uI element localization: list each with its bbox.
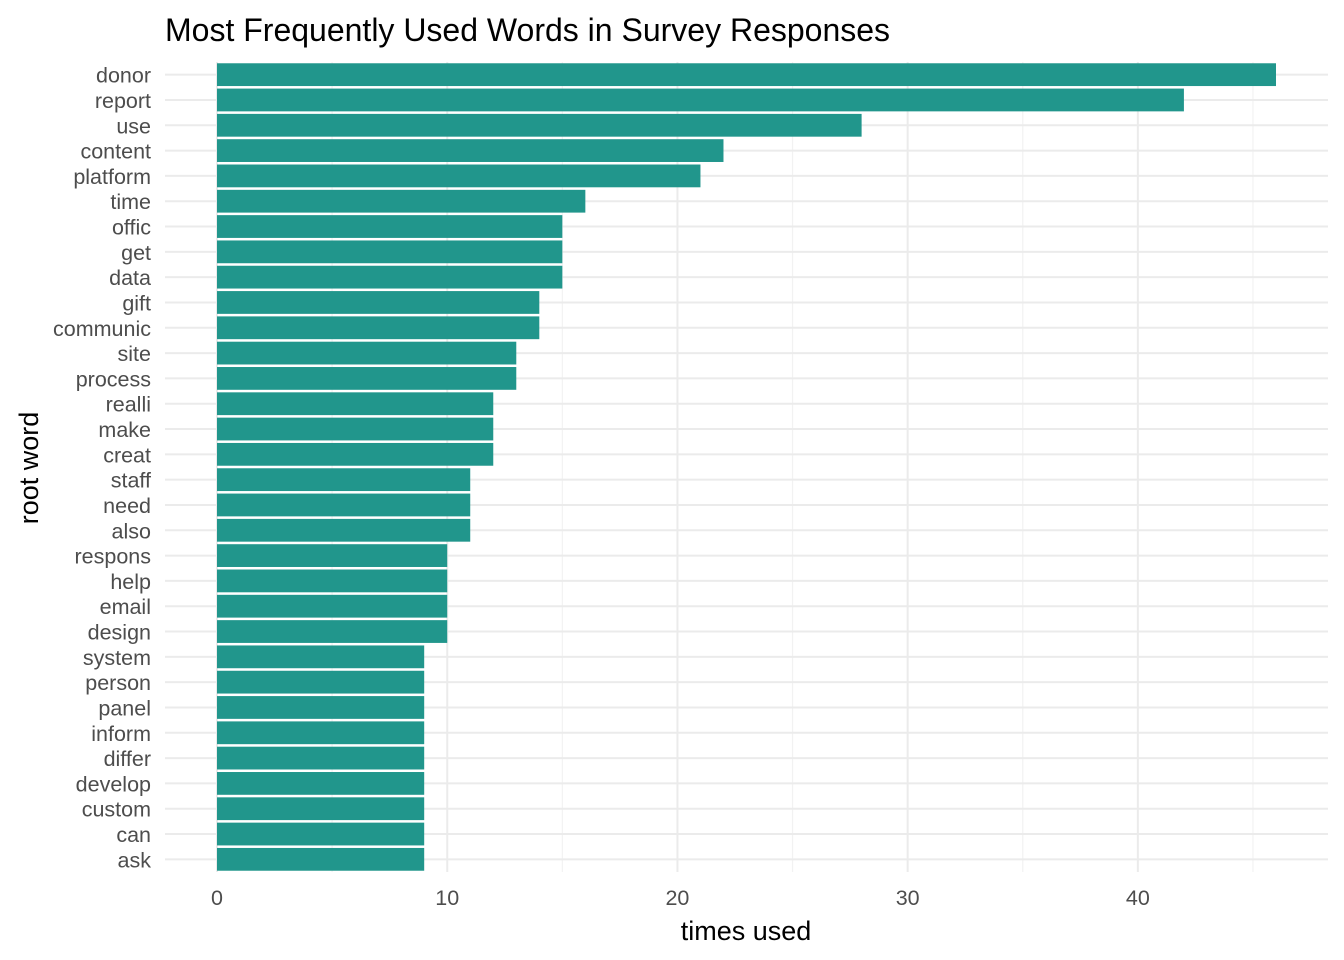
bar-communic — [217, 316, 540, 340]
bar-respons — [217, 544, 448, 567]
bar-can — [217, 822, 425, 846]
bar-also — [217, 518, 471, 542]
bar-offic — [217, 215, 563, 238]
bar-develop — [217, 772, 425, 795]
y-tick-label: get — [121, 241, 151, 265]
y-tick-label: realli — [106, 393, 151, 417]
bar-platform — [217, 164, 701, 188]
bar-staff — [217, 468, 471, 492]
bar-help — [217, 569, 448, 593]
bar-content — [217, 139, 724, 162]
bar-email — [217, 594, 448, 618]
y-tick-label: need — [103, 494, 151, 518]
y-tick-label: report — [95, 89, 151, 113]
bar-get — [217, 240, 563, 264]
bar-panel — [217, 696, 425, 719]
bar-custom — [217, 797, 425, 821]
y-tick-label: person — [85, 671, 151, 695]
y-tick-label: creat — [103, 443, 151, 467]
y-tick-label: offic — [112, 216, 151, 240]
x-axis-title: times used — [681, 916, 812, 946]
y-tick-label: communic — [53, 317, 151, 341]
y-tick-label: also — [112, 519, 151, 543]
y-tick-label: make — [98, 418, 151, 442]
bar-creat — [217, 442, 494, 466]
bar-system — [217, 645, 425, 669]
bar-design — [217, 620, 448, 643]
y-tick-label: time — [110, 190, 151, 214]
bar-process — [217, 367, 517, 390]
x-tick-label: 30 — [896, 886, 920, 910]
bar-make — [217, 417, 494, 441]
chart-title: Most Frequently Used Words in Survey Res… — [165, 12, 890, 48]
y-tick-label: email — [100, 595, 151, 619]
bar-donor — [217, 63, 1276, 87]
y-tick-label: donor — [96, 64, 151, 88]
bar-person — [217, 670, 425, 694]
y-tick-label: content — [80, 140, 151, 164]
bar-ask — [217, 847, 425, 871]
y-tick-label: custom — [82, 798, 151, 822]
x-tick-label: 40 — [1126, 886, 1150, 910]
bar-realli — [217, 392, 494, 416]
y-tick-label: system — [83, 646, 151, 670]
y-tick-label: differ — [104, 747, 151, 771]
bar-data — [217, 265, 563, 289]
y-tick-label: gift — [122, 291, 151, 315]
y-tick-label: data — [109, 266, 151, 290]
y-tick-label: process — [76, 367, 151, 391]
y-tick-label: inform — [91, 722, 151, 746]
x-tick-label: 20 — [665, 886, 689, 910]
y-axis-title: root word — [14, 412, 44, 525]
bar-time — [217, 189, 586, 213]
y-tick-label: site — [118, 342, 151, 366]
x-tick-label: 0 — [211, 886, 223, 910]
y-tick-label: panel — [98, 696, 151, 720]
bar-report — [217, 88, 1184, 112]
bar-inform — [217, 721, 425, 745]
y-tick-label: develop — [76, 772, 151, 796]
y-tick-label: use — [116, 114, 151, 138]
bar-differ — [217, 746, 425, 770]
bar-use — [217, 113, 862, 137]
y-tick-label: help — [110, 570, 151, 594]
y-tick-label: can — [116, 823, 151, 847]
bar-site — [217, 341, 517, 365]
y-tick-label: design — [88, 621, 151, 645]
y-tick-label: platform — [73, 165, 151, 189]
x-tick-labels: 0 10 20 30 40 — [211, 886, 1150, 910]
bar-need — [217, 493, 471, 517]
y-tick-label: respons — [75, 545, 152, 569]
y-tick-label: staff — [111, 469, 151, 493]
bars-group — [217, 63, 1276, 871]
bar-gift — [217, 291, 540, 314]
x-tick-label: 10 — [435, 886, 459, 910]
y-tick-labels: donorreportusecontentplatformtimeofficge… — [53, 64, 151, 873]
y-tick-label: ask — [118, 848, 152, 872]
